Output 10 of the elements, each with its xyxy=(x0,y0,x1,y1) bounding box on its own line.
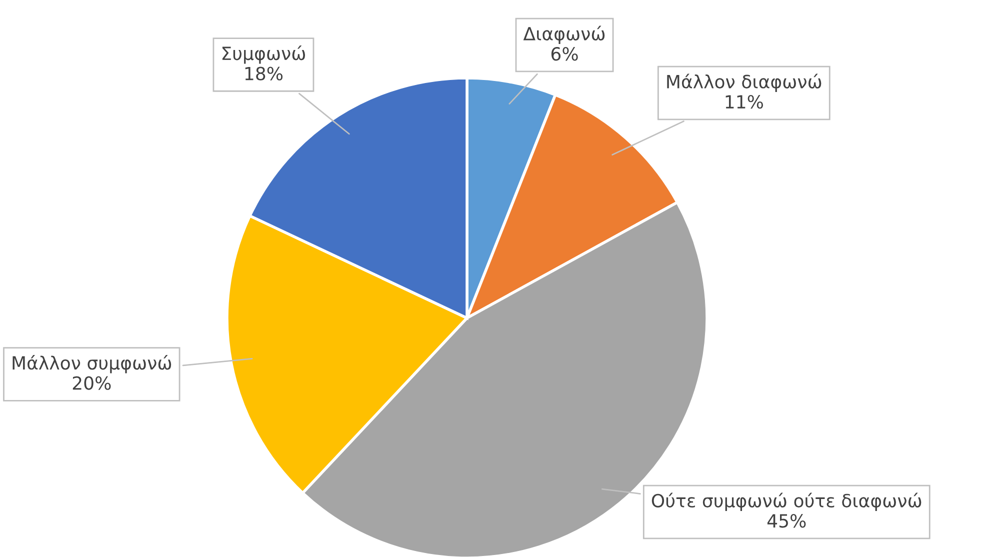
data-label: 18% xyxy=(245,66,283,80)
slice-label: Ούτε συμφωνώ ούτε διαφωνώ xyxy=(652,492,922,511)
data-label: 20% xyxy=(72,376,111,390)
slice-label: Μάλλον διαφωνώ xyxy=(667,74,822,92)
data-label: 6% xyxy=(551,47,578,61)
slice-label: Μάλλον συμφωνώ xyxy=(12,355,172,374)
data-label: 11% xyxy=(726,95,763,109)
slice-label: Συμφωνώ xyxy=(222,45,306,64)
data-label: 45% xyxy=(767,514,806,528)
slice-label: Διαφωνώ xyxy=(523,26,605,44)
